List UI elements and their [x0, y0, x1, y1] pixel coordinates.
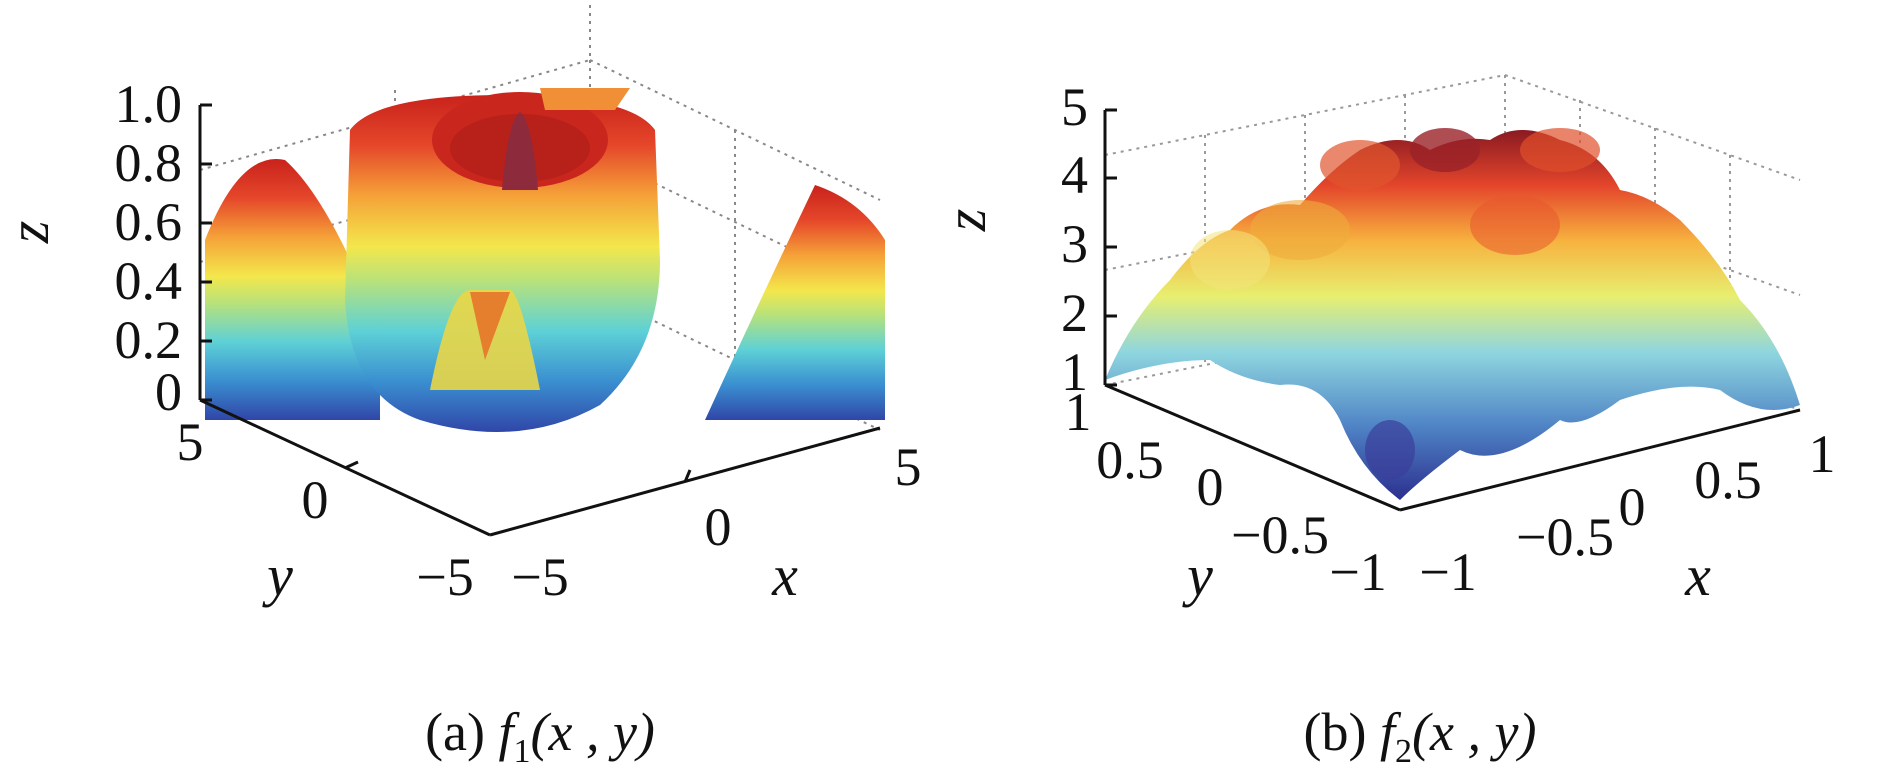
- panel-a-ztick-0.6: 0.6: [115, 192, 183, 252]
- panel-b-ytick-1: 1: [1065, 382, 1092, 442]
- panel-b-ytick-0.5: 0.5: [1096, 430, 1164, 490]
- panel-b-caption: (b) f2(x , y): [1304, 702, 1537, 770]
- panel-b-xtick-neg1: −1: [1419, 542, 1476, 602]
- panel-b-xlabel: x: [1684, 543, 1711, 608]
- panel-a-ytick-neg5: −5: [416, 547, 473, 607]
- panel-a-xlabel: x: [771, 543, 798, 608]
- panel-a-ztick-0.8: 0.8: [115, 133, 183, 193]
- panel-a-zlabel: z: [0, 221, 61, 245]
- panel-b-ytick-neg1: −1: [1329, 542, 1386, 602]
- panel-b-xtick-0.5: 0.5: [1694, 450, 1762, 510]
- panel-a-surface: [205, 88, 885, 432]
- panel-b-ytick-neg0.5: −0.5: [1231, 505, 1329, 565]
- panel-b-surface: [1105, 128, 1800, 500]
- panel-b-ztick-1: 1: [1061, 342, 1088, 402]
- panel-a-ztick-0.2: 0.2: [115, 310, 183, 370]
- panel-b-xtick-0: 0: [1619, 477, 1646, 537]
- panel-a-caption: (a) f1(x , y): [425, 702, 655, 770]
- panel-a-ylabel: y: [262, 543, 293, 608]
- panel-a: 1.0 0.8 0.6 0.4 0.2 0 5 0 −5 −5 0 5 z y …: [0, 5, 922, 770]
- panel-b-xtick-1: 1: [1809, 424, 1836, 484]
- panel-a-xtick-5: 5: [895, 437, 922, 497]
- panel-a-xtick-0: 0: [705, 497, 732, 557]
- panel-a-ytick-0: 0: [302, 470, 329, 530]
- panel-b-axes: [1103, 108, 1801, 512]
- panel-a-axes: [198, 103, 881, 537]
- panel-a-xtick-neg5: −5: [511, 547, 568, 607]
- panel-b: 5 4 3 2 1 1 0.5 0 −0.5 −1 −1 −0.5 0 0.5 …: [933, 74, 1836, 770]
- panel-b-ztick-3: 3: [1061, 214, 1088, 274]
- panel-b-ztick-5: 5: [1061, 77, 1088, 137]
- panel-b-zlabel: z: [933, 209, 998, 233]
- panel-a-ztick-1: 1.0: [115, 74, 183, 134]
- panel-b-ytick-0: 0: [1197, 457, 1224, 517]
- panel-a-ztick-0.4: 0.4: [115, 251, 183, 311]
- panel-b-ztick-4: 4: [1061, 145, 1088, 205]
- panel-a-ztick-0: 0: [155, 362, 182, 422]
- panel-b-ylabel: y: [1182, 543, 1213, 608]
- panel-b-xtick-neg0.5: −0.5: [1516, 507, 1614, 567]
- panel-b-ztick-2: 2: [1061, 283, 1088, 343]
- panel-a-ytick-5: 5: [177, 412, 204, 472]
